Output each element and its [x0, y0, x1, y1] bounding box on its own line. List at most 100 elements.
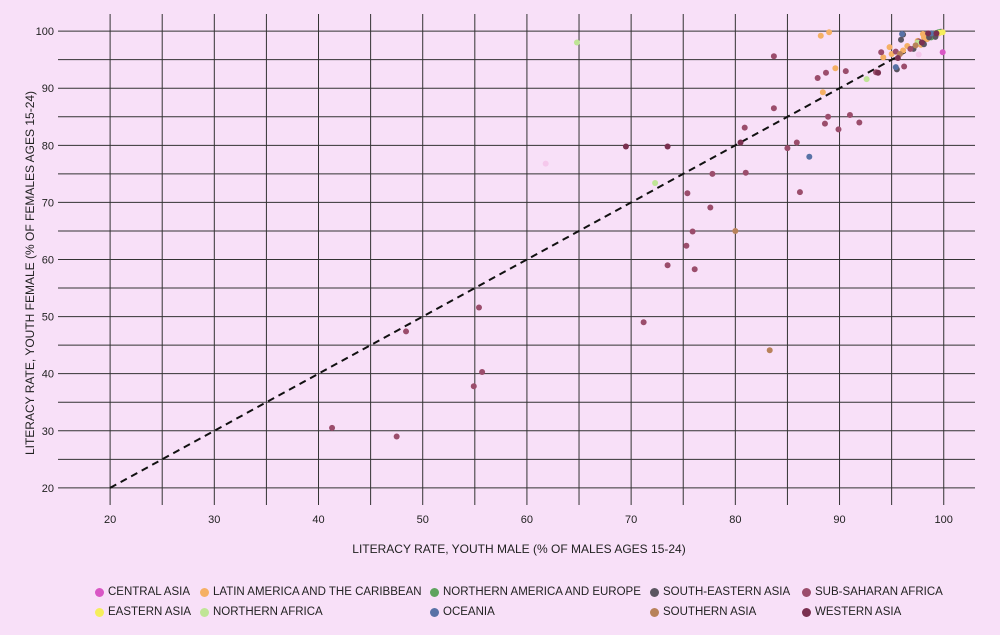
- data-point: [892, 64, 899, 71]
- legend-swatch: [650, 607, 659, 617]
- data-point: [880, 54, 887, 61]
- legend-swatch: [802, 607, 811, 617]
- data-point: [770, 105, 777, 112]
- data-point: [742, 169, 749, 176]
- data-point: [732, 227, 739, 234]
- legend-label: SOUTHERN ASIA: [663, 606, 757, 618]
- data-point: [770, 53, 777, 60]
- y-tick-label: 30: [42, 426, 54, 438]
- data-point: [479, 368, 486, 375]
- legend-item: SOUTHERN ASIA: [650, 606, 756, 618]
- data-point: [542, 160, 549, 167]
- legend-item: EASTERN ASIA: [95, 606, 191, 618]
- x-tick-label: 60: [521, 514, 533, 526]
- data-point: [907, 45, 914, 52]
- data-point: [707, 204, 714, 211]
- data-point: [796, 189, 803, 196]
- data-point: [939, 49, 946, 56]
- y-tick-label: 100: [36, 26, 54, 38]
- data-point: [709, 170, 716, 177]
- data-point: [393, 433, 400, 440]
- x-tick-label: 90: [833, 514, 845, 526]
- data-point: [814, 74, 821, 81]
- data-point: [939, 29, 946, 36]
- legend-row: CENTRAL ASIA LATIN AMERICA AND THE CARIBB…: [95, 582, 995, 602]
- y-axis-title: LITERACY RATE, YOUTH FEMALE (% OF FEMALE…: [23, 91, 37, 455]
- legend-label: EASTERN ASIA: [108, 606, 192, 618]
- legend-item: SUB-SAHARAN AFRICA: [802, 586, 943, 598]
- data-point: [470, 383, 477, 390]
- y-tick-label: 80: [42, 140, 54, 152]
- x-tick-label: 20: [104, 514, 116, 526]
- x-tick-label: 30: [208, 514, 220, 526]
- x-tick-label: 80: [729, 514, 741, 526]
- data-point: [573, 39, 580, 46]
- data-point: [640, 319, 647, 326]
- data-point: [766, 347, 773, 354]
- data-point: [819, 89, 826, 96]
- legend-label: WESTERN ASIA: [815, 606, 902, 618]
- legend-label: SOUTH-EASTERN ASIA: [663, 586, 791, 598]
- legend-item: CENTRAL ASIA: [95, 586, 190, 598]
- data-point: [835, 126, 842, 133]
- data-point: [901, 63, 908, 70]
- data-point: [875, 69, 882, 76]
- data-point: [925, 30, 932, 37]
- data-point: [933, 30, 940, 37]
- data-point: [915, 51, 922, 58]
- data-point: [475, 304, 482, 311]
- data-point: [741, 124, 748, 131]
- y-tick-label: 60: [42, 255, 54, 267]
- y-tick-label: 40: [42, 369, 54, 381]
- data-point: [652, 179, 659, 186]
- legend-swatch: [430, 587, 439, 597]
- data-point: [784, 145, 791, 152]
- legend-swatch: [95, 587, 104, 597]
- data-point: [403, 328, 410, 335]
- data-point: [899, 30, 906, 37]
- data-point: [846, 112, 853, 119]
- data-point: [825, 113, 832, 120]
- data-point: [856, 119, 863, 126]
- data-point: [894, 54, 901, 61]
- data-points: [329, 28, 946, 440]
- data-point: [664, 143, 671, 150]
- x-axis-title: LITERACY RATE, YOUTH MALE (% OF MALES AG…: [352, 542, 685, 556]
- y-tick-label: 20: [42, 483, 54, 495]
- data-point: [822, 69, 829, 76]
- data-point: [863, 76, 870, 83]
- legend-swatch: [95, 607, 104, 617]
- data-point: [793, 139, 800, 146]
- legend-label: LATIN AMERICA AND THE CARIBBEAN: [213, 586, 422, 598]
- legend-label: OCEANIA: [443, 606, 495, 618]
- y-tick-label: 90: [42, 83, 54, 95]
- data-point: [689, 228, 696, 235]
- legend-swatch: [650, 587, 659, 597]
- x-tick-label: 70: [625, 514, 637, 526]
- tick-labels: 20 30 40 50 60 70 80 90 100 20 30 40 50 60 70 80 90 100: [36, 26, 953, 526]
- data-point: [806, 153, 813, 160]
- legend-item: WESTERN ASIA: [802, 606, 901, 618]
- legend: CENTRAL ASIA LATIN AMERICA AND THE CARIBB…: [95, 582, 995, 622]
- legend-item: LATIN AMERICA AND THE CARIBBEAN: [200, 586, 422, 598]
- y-tick-label: 50: [42, 312, 54, 324]
- equality-reference-line: [109, 30, 945, 489]
- legend-label: NORTHERN AFRICA: [213, 606, 323, 618]
- data-point: [691, 266, 698, 273]
- data-point: [821, 120, 828, 127]
- data-point: [684, 190, 691, 197]
- legend-item: SOUTH-EASTERN ASIA: [650, 586, 790, 598]
- data-point: [817, 32, 824, 39]
- data-point: [912, 42, 919, 49]
- x-tick-label: 100: [935, 514, 953, 526]
- legend-swatch: [802, 587, 811, 597]
- legend-label: NORTHERN AMERICA AND EUROPE: [443, 586, 641, 598]
- legend-swatch: [200, 587, 209, 597]
- data-point: [622, 143, 629, 150]
- data-point: [737, 139, 744, 146]
- data-point: [329, 424, 336, 431]
- data-point: [886, 44, 893, 51]
- data-point: [664, 262, 671, 269]
- legend-label: CENTRAL ASIA: [108, 586, 191, 598]
- data-point: [826, 29, 833, 36]
